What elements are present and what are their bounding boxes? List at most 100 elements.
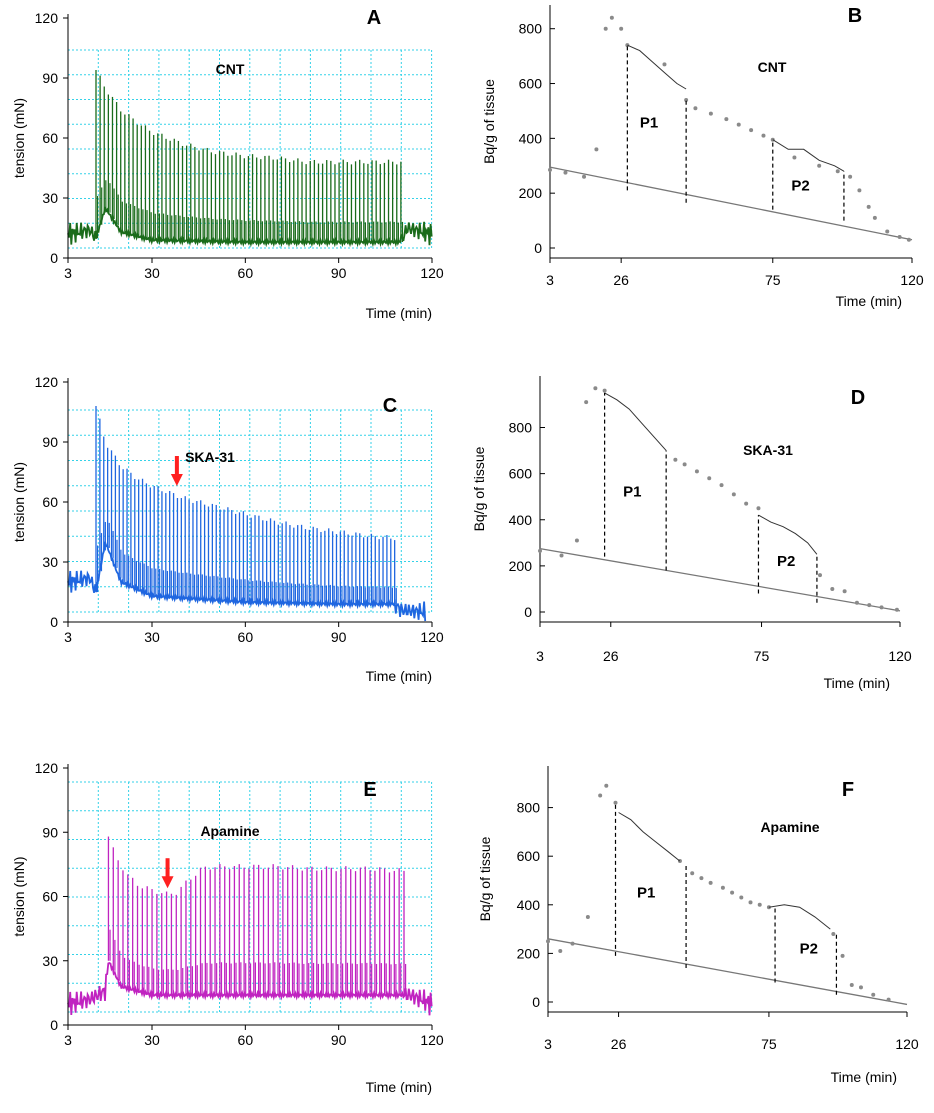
data-point (731, 492, 736, 497)
x-tick-label: 3 (544, 1036, 552, 1052)
y-tick-label: 120 (35, 10, 59, 26)
peak-curve-P2 (772, 139, 845, 172)
x-tick-label: 3 (64, 265, 72, 281)
x-tick-label: 3 (64, 1032, 72, 1048)
y-tick-label: 90 (42, 434, 58, 450)
panel-label: F (842, 779, 854, 801)
contraction-spikes (107, 836, 407, 996)
x-axis-label: Time (min) (366, 1079, 432, 1095)
x-tick-label: 75 (754, 648, 770, 664)
contraction-spikes (95, 70, 404, 242)
chart-title: SKA-31 (743, 442, 793, 458)
y-axis-label: Bq/g of tissue (481, 79, 497, 164)
data-point (857, 188, 862, 193)
data-point (563, 170, 568, 175)
x-tick-label: 60 (238, 629, 254, 645)
y-axis-label: tension (mN) (11, 98, 27, 178)
y-tick-label: 30 (42, 554, 58, 570)
chart-E: 0 30 60 90 120 3 30 60 90 120 Time (min) tension (m… (11, 760, 444, 1095)
data-point (585, 914, 590, 919)
peak-label: P1 (640, 114, 658, 131)
data-point (720, 885, 725, 890)
chart-F: 0 200 400 600 800 3 26 75 120 Time (min) Bq/g of t… (477, 766, 919, 1085)
data-point (885, 229, 890, 234)
data-point (593, 386, 598, 391)
peak-curve-P1 (618, 812, 681, 862)
baseline-fit-line (549, 166, 913, 241)
data-point (730, 890, 735, 895)
data-point (748, 900, 753, 905)
y-tick-label: 800 (519, 21, 543, 37)
chart-title: SKA-31 (185, 449, 235, 465)
data-point (558, 948, 563, 953)
data-point (872, 215, 877, 220)
x-tick-label: 26 (603, 648, 619, 664)
x-tick-label: 120 (895, 1036, 919, 1052)
baseline-fit-line (547, 938, 908, 1006)
x-tick-label: 3 (536, 648, 544, 664)
baseline-trace (67, 541, 427, 622)
data-point (854, 600, 859, 605)
data-point (699, 876, 704, 881)
y-axis-label: Bq/g of tissue (471, 446, 487, 531)
data-point (673, 457, 678, 462)
treatment-arrow-head (161, 876, 174, 889)
data-point (906, 237, 911, 242)
peak-label: P2 (777, 553, 795, 570)
panel-label: A (367, 7, 381, 29)
data-point (736, 122, 741, 127)
data-point (879, 605, 884, 610)
y-tick-label: 200 (517, 945, 541, 961)
data-point (835, 169, 840, 174)
data-point (693, 106, 698, 111)
data-point (724, 117, 729, 122)
y-tick-label: 600 (517, 848, 541, 864)
y-axis-label: Bq/g of tissue (477, 836, 493, 921)
data-point (894, 607, 899, 612)
x-axis-label: Time (min) (831, 1069, 897, 1085)
x-tick-label: 60 (238, 1032, 254, 1048)
x-axis-label: Time (min) (824, 675, 890, 691)
y-tick-label: 400 (517, 897, 541, 913)
y-tick-label: 60 (42, 130, 58, 146)
x-tick-label: 26 (611, 1036, 627, 1052)
data-point (602, 388, 607, 393)
data-point (598, 793, 603, 798)
y-tick-label: 600 (519, 76, 543, 92)
peak-curve-P2 (758, 514, 818, 555)
y-axis-label: tension (mN) (11, 462, 27, 542)
data-point (574, 538, 579, 543)
chart-A: 0 30 60 90 120 3 30 60 90 120 Time (min) tension (m… (11, 7, 444, 321)
data-point (594, 147, 599, 152)
data-point (817, 163, 822, 168)
data-point (840, 953, 845, 958)
y-tick-label: 30 (42, 190, 58, 206)
panel-label: E (363, 779, 376, 801)
y-tick-label: 60 (42, 889, 58, 905)
data-point (662, 62, 667, 67)
y-tick-label: 0 (524, 604, 532, 620)
data-point (858, 985, 863, 990)
peak-label: P2 (791, 177, 809, 194)
x-tick-label: 120 (888, 648, 912, 664)
data-point (792, 155, 797, 160)
y-tick-label: 90 (42, 824, 58, 840)
data-point (694, 469, 699, 474)
chart-title: CNT (216, 61, 245, 77)
y-tick-label: 30 (42, 953, 58, 969)
y-tick-label: 800 (509, 420, 533, 436)
data-point (867, 603, 872, 608)
data-point (603, 26, 608, 31)
data-point (886, 997, 891, 1002)
chart-B: 0 200 400 600 800 3 26 75 120 Time (min) Bq/g of t… (481, 5, 924, 309)
baseline-trace (67, 962, 433, 1016)
chart-D: 0 200 400 600 800 3 26 75 120 Time (min) Bq/g of t… (471, 376, 912, 691)
data-point (548, 167, 552, 172)
panel-label: C (383, 395, 397, 417)
y-tick-label: 400 (509, 512, 533, 528)
y-tick-label: 0 (50, 614, 58, 630)
x-tick-label: 75 (761, 1036, 777, 1052)
chart-title: CNT (758, 59, 787, 75)
chart-title: Apamine (760, 819, 819, 835)
data-point (897, 235, 902, 240)
